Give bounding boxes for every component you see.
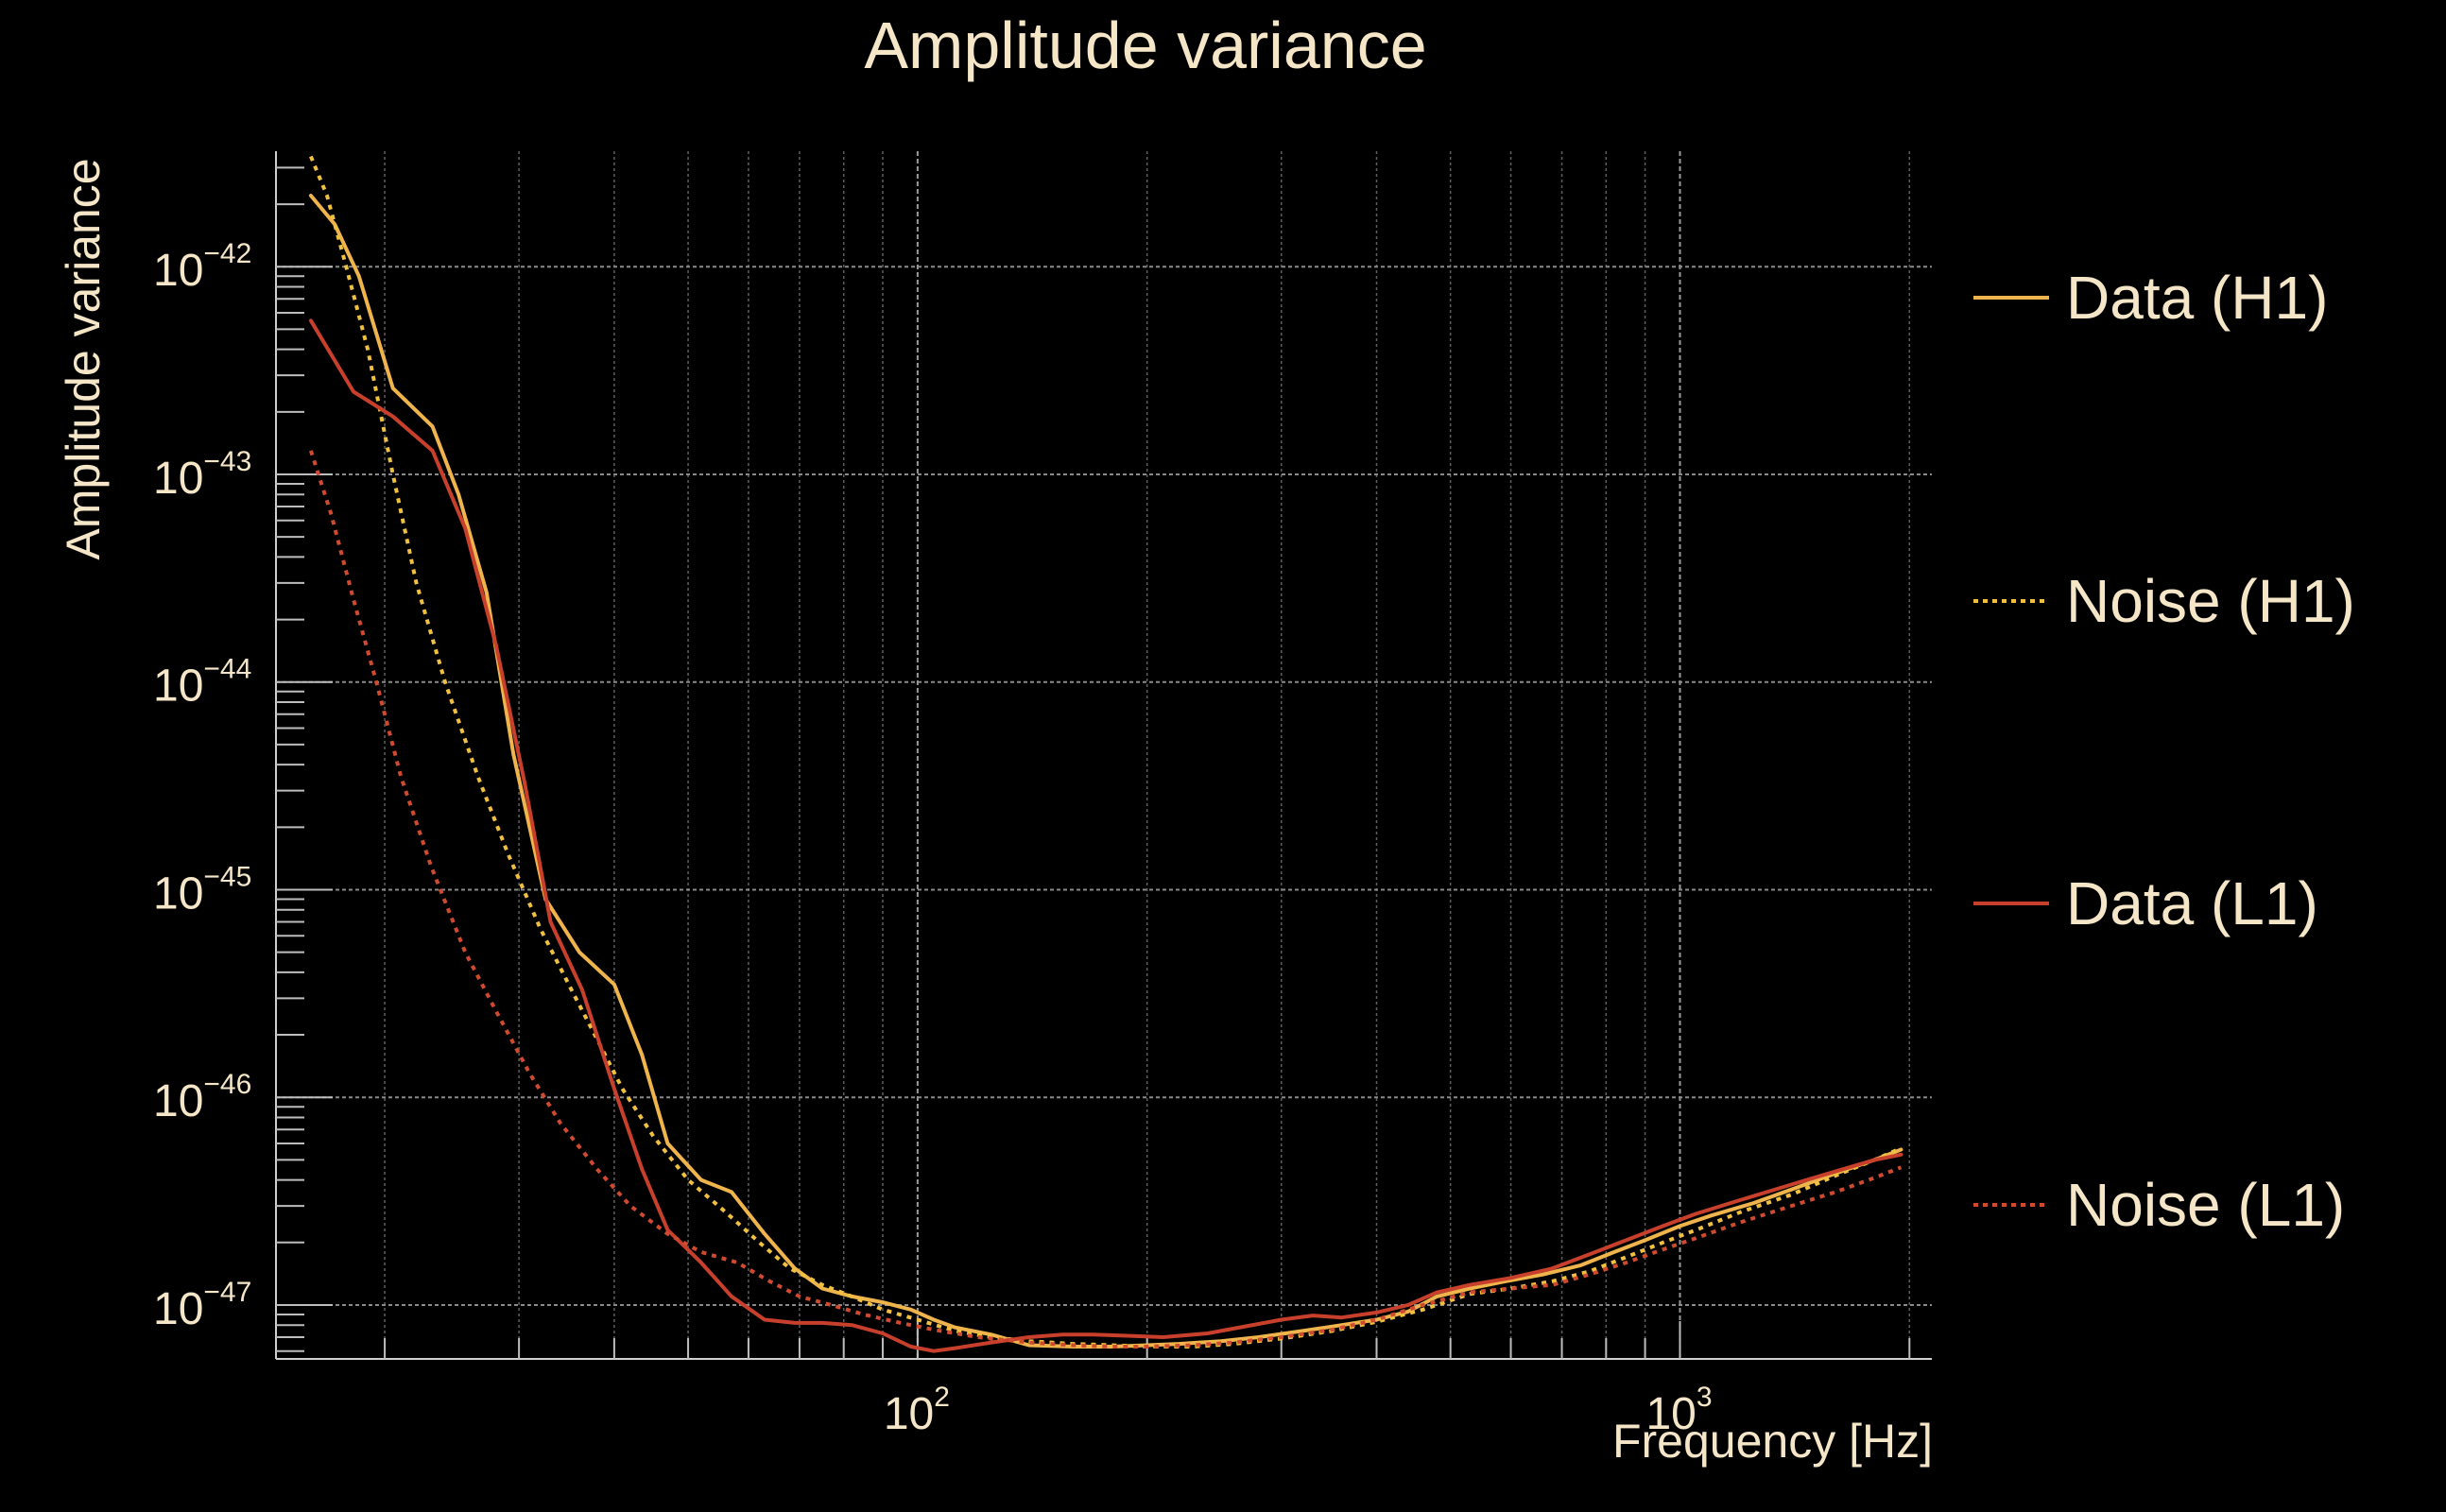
series-layer xyxy=(308,155,1903,1353)
y-tick-label: 10−44 xyxy=(153,654,251,712)
y-tick-label: 10−46 xyxy=(153,1069,251,1126)
legend-label-1: Noise (H1) xyxy=(2066,567,2355,635)
chart-title: Amplitude variance xyxy=(864,9,1426,82)
grid xyxy=(276,151,1932,1359)
y-tick-label: 10−47 xyxy=(153,1277,251,1334)
x-tick-label: 102 xyxy=(884,1382,950,1439)
axes: 10−42 10−43 10−44 10−45 10−46 10−47 102 103 xyxy=(153,151,1932,1439)
legend: Data (H1) Noise (H1) Data (L1) Noise (L1) xyxy=(1973,264,2355,1239)
x-axis-label: Frequency [Hz] xyxy=(1612,1415,1933,1468)
series-line-2 xyxy=(308,318,1903,1353)
series-line-3 xyxy=(308,450,1903,1349)
legend-label-3: Noise (L1) xyxy=(2066,1171,2345,1239)
y-tick-label: 10−45 xyxy=(153,861,251,919)
x-tick-label: 103 xyxy=(1645,1382,1712,1439)
legend-label-0: Data (H1) xyxy=(2066,264,2328,332)
legend-label-2: Data (L1) xyxy=(2066,869,2318,937)
y-tick-label: 10−42 xyxy=(153,238,251,296)
y-axis-label: Amplitude variance xyxy=(57,158,110,559)
y-tick-label: 10−43 xyxy=(153,446,251,504)
